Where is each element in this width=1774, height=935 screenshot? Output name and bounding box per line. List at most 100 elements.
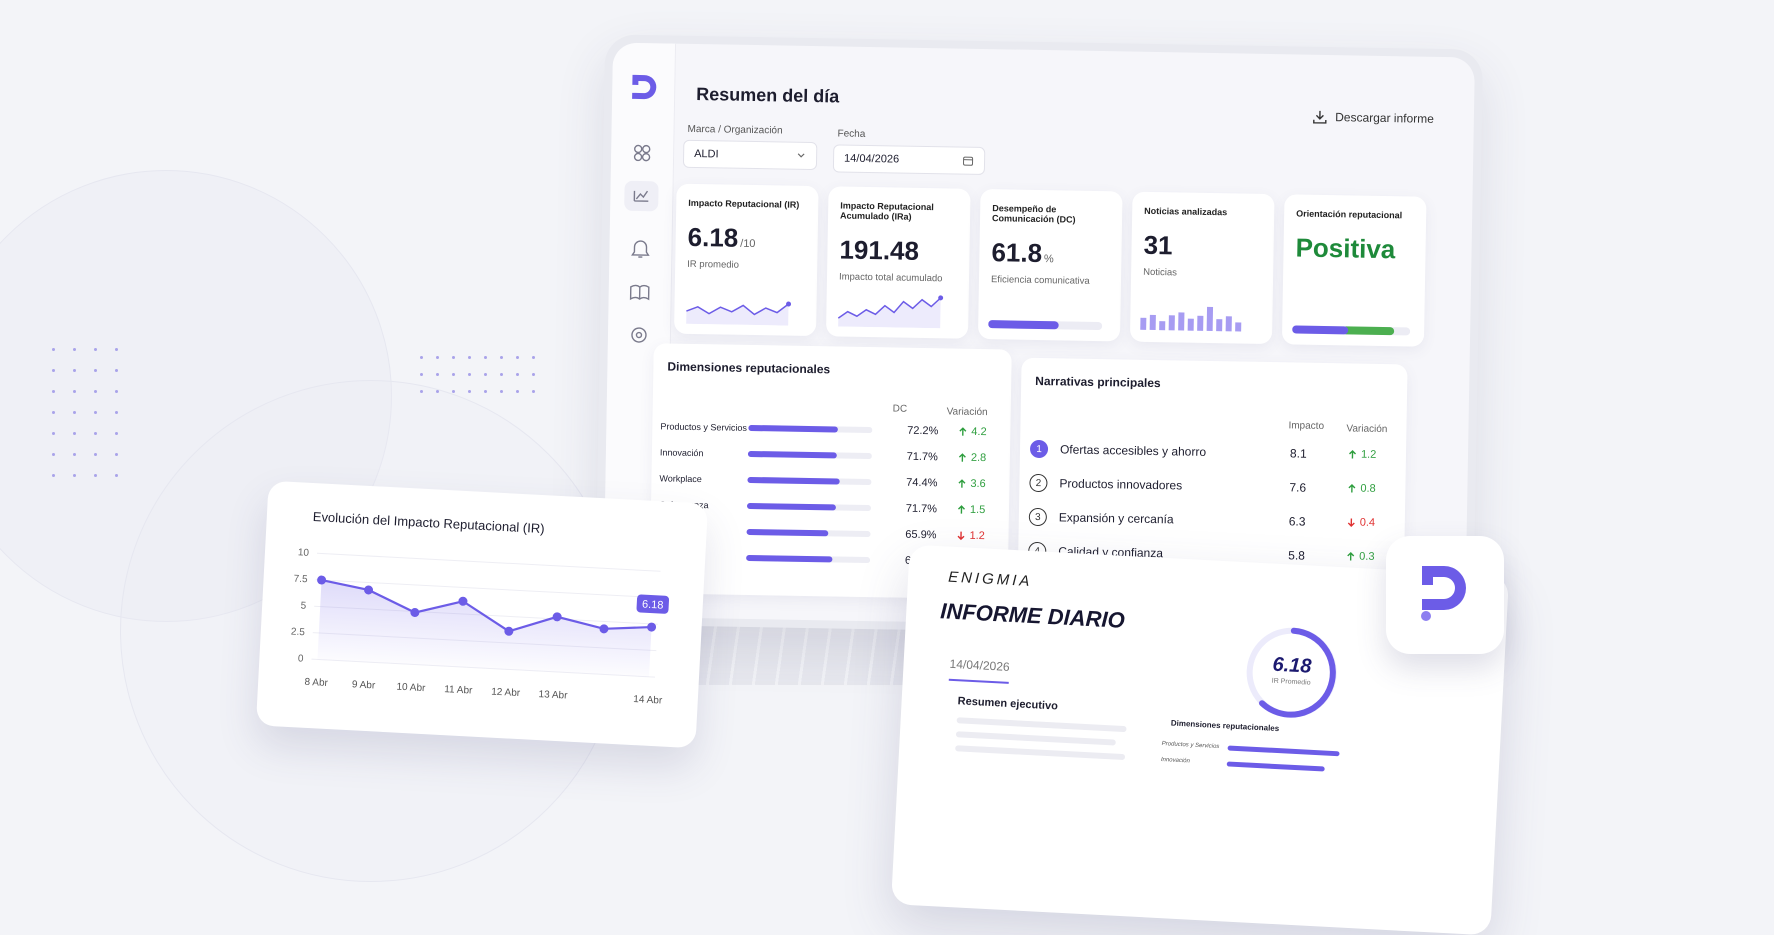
news-bar — [1187, 318, 1194, 331]
report-brand: ENIGMIA — [947, 568, 1033, 591]
dimension-bar — [747, 450, 872, 460]
grid-line — [315, 579, 660, 599]
dimension-row: Ciudadanía65.9%1.2 — [650, 517, 1008, 549]
kpi-card: Noticias analizadas 31 Noticias — [1129, 191, 1275, 345]
text-placeholder — [955, 731, 1116, 746]
filter-label: Marca / Organización — [687, 123, 783, 137]
download-button[interactable]: Descargar informe — [1313, 110, 1434, 126]
report-dimensions: Productos y Servicios Innovación — [1160, 736, 1401, 781]
kpi-title: Orientación reputacional — [1296, 208, 1403, 221]
chevron — [797, 153, 805, 158]
line-point — [552, 612, 562, 622]
sidebar-icons — [624, 74, 659, 343]
change-value: 0.4 — [1359, 516, 1376, 529]
trend-arrow — [957, 505, 965, 514]
change-value: 0.8 — [1360, 482, 1376, 495]
line-area — [317, 580, 652, 677]
trend-arrow — [958, 453, 966, 462]
dimension-change: 2.8 — [958, 451, 987, 465]
narrative-change: 0.4 — [1347, 516, 1376, 529]
sparkline-line — [686, 303, 789, 316]
line-point — [317, 575, 327, 585]
dimension-bar — [746, 554, 871, 564]
line-point — [599, 624, 609, 634]
news-bar — [1149, 314, 1156, 331]
nav-active[interactable] — [624, 180, 659, 212]
sparkline-line — [837, 297, 942, 319]
kpi-value-row: Positiva — [1295, 232, 1414, 265]
annotation-box — [636, 594, 670, 614]
trend-arrow — [959, 427, 967, 436]
line-point — [504, 626, 514, 636]
dimension-row: Innovación 71.7% 2.8 — [652, 439, 1010, 471]
x-tick-label: 14 Abr — [633, 694, 663, 707]
x-tick-label: 9 Abr — [352, 679, 377, 691]
brand-select[interactable]: ALDI — [682, 139, 818, 171]
dashboard-screen: Resumen del día Descargar informe Marca … — [603, 42, 1475, 632]
download-label: Descargar informe — [1335, 110, 1434, 126]
dimension-row: Productos y Servicios 72.2% 4.2 — [652, 413, 1010, 445]
narrative-row: 2 Productos innovadores 7.6 0.8 — [1019, 470, 1405, 503]
kpi-caption: Noticias — [1143, 266, 1178, 279]
kpi-value: 61.8 — [991, 237, 1043, 269]
trend-arrow — [957, 531, 965, 541]
column-header: DC — [892, 403, 908, 415]
trend-arrow — [958, 479, 966, 488]
narrative-rank: 1 — [1029, 439, 1049, 459]
report-card: ENIGMIA INFORME DIARIO 14/04/2026 6.18 I… — [890, 544, 1510, 935]
narrative-name: Productos innovadores — [1059, 476, 1183, 493]
dot-grid — [52, 348, 118, 477]
kpi-row: Impacto Reputacional (IR) 6.18/10 IR prome… — [674, 183, 1427, 347]
change-value: 1.2 — [969, 529, 985, 543]
kpi-title: Impacto Reputacional (IR) — [688, 197, 800, 210]
annotation: 6.18 — [642, 599, 664, 612]
kpi-unit: % — [1043, 253, 1054, 266]
arrow-shape — [957, 505, 965, 514]
dimension-bar — [748, 424, 873, 434]
kpi-value-row: 31 — [1143, 230, 1262, 263]
line-point — [458, 596, 468, 606]
trend-arrow — [1347, 518, 1355, 527]
dimension-change: 1.2 — [956, 530, 985, 542]
sparkline-end — [786, 301, 792, 307]
sparkline-area — [838, 297, 941, 329]
nav-icon[interactable] — [631, 327, 647, 343]
progress-bar — [988, 320, 1103, 331]
report-dimensions-title: Dimensiones reputacionales — [1170, 718, 1280, 734]
card-title: Narrativas principales — [1035, 373, 1161, 391]
score-ring — [1246, 627, 1337, 718]
narrative-rank: 2 — [1029, 473, 1048, 493]
progress-fill — [988, 320, 1059, 330]
sidebar — [603, 42, 677, 618]
nav-icon[interactable] — [634, 144, 643, 154]
y-tick-label: 7.5 — [293, 574, 308, 586]
logo — [632, 74, 657, 100]
news-bar — [1235, 322, 1242, 332]
kpi-value-row: 6.18/10 — [687, 222, 806, 255]
nav-icon[interactable] — [631, 240, 650, 258]
news-bar — [1216, 319, 1223, 332]
kpi-value: 6.18 — [687, 221, 739, 253]
text-placeholder — [955, 745, 1126, 761]
column-header: Variación — [946, 406, 988, 419]
date-input[interactable]: 14/04/2026 — [832, 144, 986, 176]
change-value: 2.8 — [970, 451, 987, 465]
bar-fill — [746, 554, 833, 563]
kpi-title: Noticias analizadas — [1144, 205, 1228, 218]
report-summary-title: Resumen ejecutivo — [957, 695, 1059, 713]
nav-icon[interactable] — [633, 190, 649, 202]
meter-segment — [1342, 326, 1395, 336]
nav-icon[interactable] — [629, 284, 650, 301]
narrative-rank: 3 — [1028, 507, 1048, 527]
kpi-value: Positiva — [1295, 232, 1396, 265]
x-tick-label: 13 Abr — [538, 689, 568, 702]
dimension-row: Finanzas69.6%0.8 — [650, 543, 1008, 575]
chart-title: Evolución del Impacto Reputacional (IR) — [313, 509, 545, 536]
change-value: 1.2 — [1360, 448, 1377, 461]
kpi-caption: Eficiencia comunicativa — [990, 274, 1090, 287]
page-body: Resumen del día Descargar informe Marca … — [0, 42, 1510, 935]
dimension-dc: 71.7% — [905, 502, 938, 516]
x-tick-label: 10 Abr — [396, 682, 426, 695]
narrative-change: 0.3 — [1346, 550, 1375, 563]
